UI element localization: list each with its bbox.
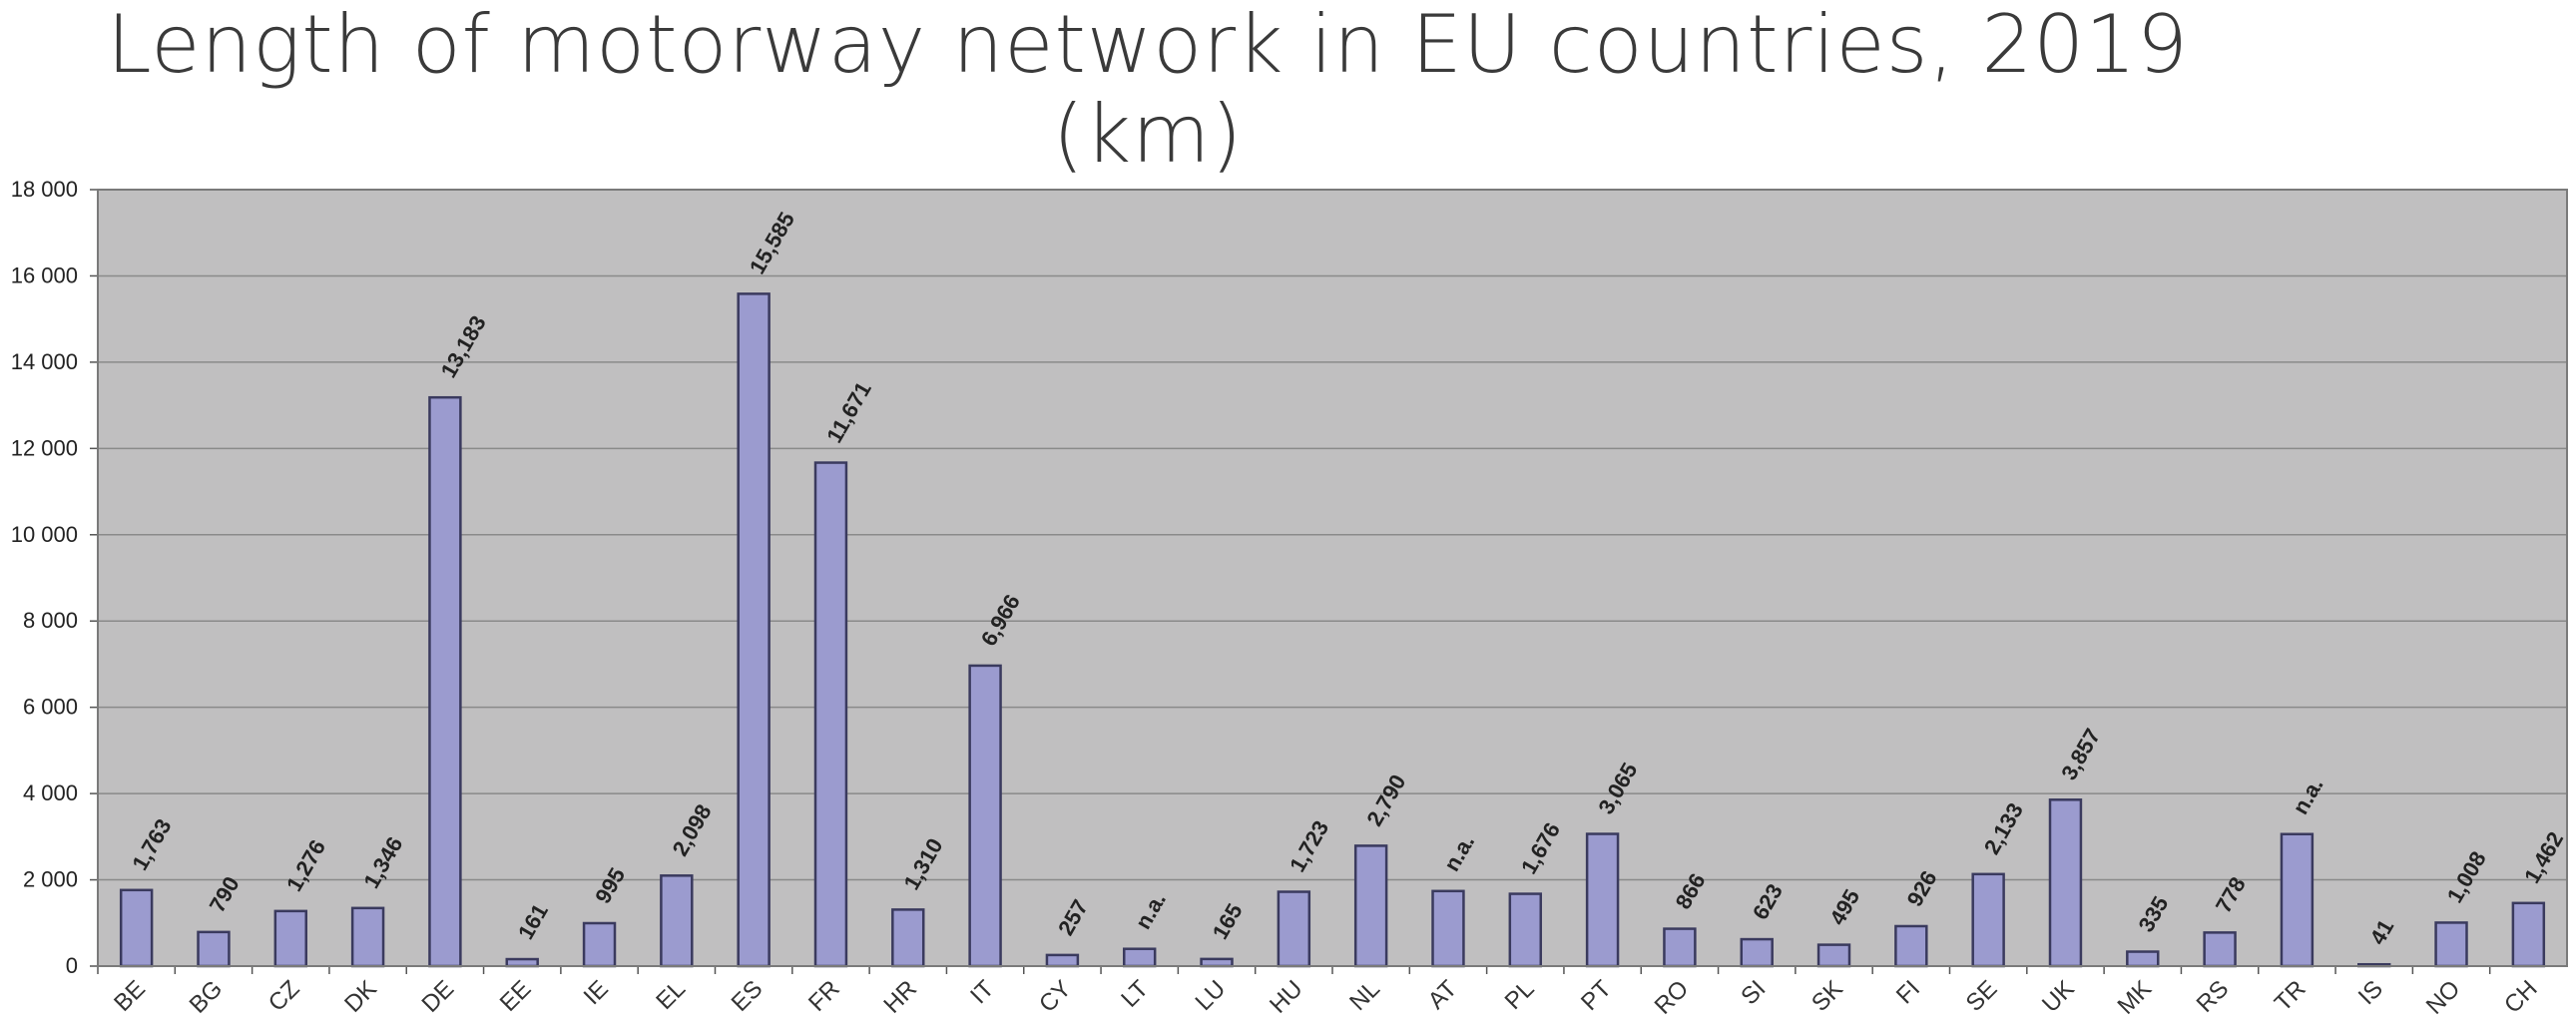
- x-tick-label-mk: MK: [2112, 975, 2157, 1020]
- bar-se: [1971, 872, 2005, 968]
- bar-at: [1431, 889, 1465, 968]
- x-tick-label-is: IS: [2353, 975, 2388, 1010]
- x-tick-label-pt: PT: [1576, 975, 1617, 1016]
- plot-background: [98, 190, 2567, 966]
- bar-pl: [1508, 892, 1542, 968]
- x-tick-label-ro: RO: [1650, 975, 1695, 1020]
- y-tick-label: 2 000: [23, 867, 78, 892]
- x-tick-label-el: EL: [651, 975, 691, 1015]
- bar-mk: [2126, 950, 2160, 968]
- bar-es: [737, 292, 771, 968]
- bar-el: [660, 874, 694, 968]
- x-tick-label-lt: LT: [1116, 975, 1154, 1013]
- x-tick-label-be: BE: [109, 975, 151, 1017]
- plot-border: [97, 189, 2568, 967]
- x-tick-label-nl: NL: [1344, 975, 1385, 1016]
- x-tick-label-es: ES: [727, 975, 769, 1017]
- x-tick-label-it: IT: [965, 975, 999, 1009]
- bar-cz: [273, 909, 307, 968]
- bar-sk: [1816, 943, 1851, 968]
- y-tick-label: 16 000: [11, 262, 78, 287]
- bar-hr: [891, 908, 925, 968]
- x-tick-label-ie: IE: [579, 975, 614, 1010]
- x-tick-label-dk: DK: [339, 975, 382, 1018]
- bar-it: [968, 664, 1002, 968]
- bar-uk: [2048, 798, 2083, 968]
- bar-cy: [1045, 953, 1080, 968]
- y-axis-ticks: 0 2 000 4 000 6 000 8 000 10 000 12 000 14 000 1…: [11, 177, 98, 978]
- bar-bg: [197, 930, 231, 968]
- y-tick-label: 10 000: [11, 522, 78, 547]
- x-tick-label-de: DE: [416, 975, 459, 1018]
- bar-de: [428, 395, 462, 968]
- bar-hu: [1277, 890, 1311, 968]
- y-tick-label: 4 000: [23, 780, 78, 805]
- x-tick-label-cz: CZ: [263, 975, 305, 1017]
- x-tick-label-fr: FR: [803, 975, 845, 1017]
- x-tick-label-pl: PL: [1500, 975, 1540, 1015]
- bar-be: [119, 888, 154, 968]
- x-tick-label-lu: LU: [1190, 975, 1231, 1016]
- x-tick-label-cy: CY: [1034, 975, 1077, 1018]
- y-tick-label: 18 000: [11, 177, 78, 202]
- bar-lt: [1123, 947, 1157, 968]
- y-tick-label: 12 000: [11, 435, 78, 460]
- bar-fi: [1894, 924, 1928, 968]
- bar-si: [1740, 937, 1774, 968]
- bar-lu: [1200, 957, 1234, 968]
- x-tick-label-si: SI: [1736, 975, 1771, 1010]
- x-tick-label-tr: TR: [2270, 975, 2312, 1017]
- bar-ie: [582, 921, 617, 968]
- x-tick-label-rs: RS: [2192, 975, 2235, 1018]
- bar-nl: [1353, 844, 1388, 968]
- x-tick-label-hu: HU: [1265, 975, 1308, 1019]
- x-tick-label-ee: EE: [495, 975, 537, 1017]
- x-tick-label-no: NO: [2421, 975, 2466, 1020]
- x-tick-label-at: AT: [1423, 975, 1463, 1015]
- bars: [119, 292, 2546, 968]
- chart-title: Length of motorway network in EU countri…: [107, 0, 2189, 181]
- bar-ro: [1663, 927, 1697, 968]
- bar-ee: [505, 957, 539, 968]
- x-tick-label-uk: UK: [2037, 975, 2080, 1018]
- x-tick-label-se: SE: [1961, 975, 2003, 1017]
- y-tick-label: 8 000: [23, 608, 78, 633]
- bar-no: [2434, 921, 2468, 968]
- x-tick-label-fi: FI: [1891, 975, 1925, 1009]
- x-tick-label-sk: SK: [1806, 975, 1848, 1017]
- x-tick-label-hr: HR: [878, 975, 922, 1019]
- x-axis-ticks: BE BG CZ DK DE EE IE EL ES FR HR IT CY LT LU HU NL AT PL PT…: [97, 966, 2543, 1020]
- y-tick-label: 14 000: [11, 349, 78, 374]
- y-tick-label: 0: [66, 953, 78, 978]
- bar-pt: [1585, 832, 1620, 968]
- bar-rs: [2203, 931, 2237, 968]
- bar-tr: [2280, 832, 2315, 968]
- bar-dk: [350, 906, 385, 968]
- bar-ch: [2511, 901, 2546, 968]
- y-tick-label: 6 000: [23, 695, 78, 720]
- gridlines: [98, 189, 2567, 967]
- x-tick-label-bg: BG: [185, 975, 229, 1019]
- x-tick-label-ch: CH: [2499, 975, 2543, 1019]
- bar-fr: [813, 461, 848, 968]
